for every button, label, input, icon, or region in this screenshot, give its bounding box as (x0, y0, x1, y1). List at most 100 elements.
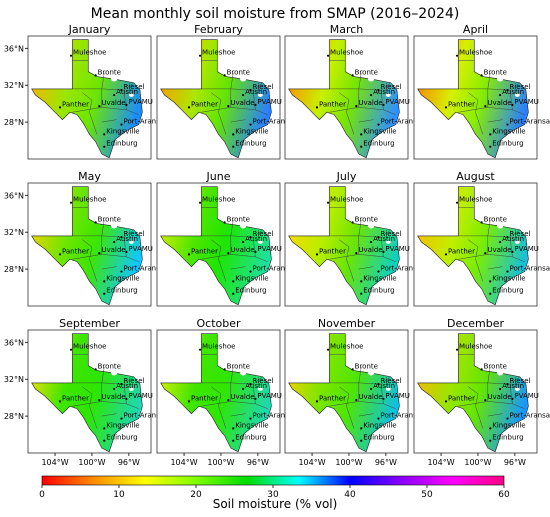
city-marker (120, 270, 123, 273)
division-boundary (358, 119, 374, 123)
city-label: Austin (502, 382, 524, 390)
city-label: Port-Aransas (252, 118, 297, 126)
city-marker (355, 252, 358, 255)
lat-tick-label: 32°N (4, 81, 24, 90)
lake-marker (385, 387, 391, 391)
city-marker (98, 252, 101, 255)
texas-map (417, 333, 529, 453)
panel-title: April (463, 23, 488, 36)
city-label: Edinburg (363, 287, 394, 295)
city-label: Uvalde (358, 393, 382, 401)
city-marker (227, 105, 230, 108)
city-label: PVAMU (128, 392, 153, 400)
city-marker (315, 253, 319, 256)
city-marker (377, 123, 380, 126)
panel-title: October (196, 317, 240, 330)
division-boundary (467, 239, 479, 260)
division-boundary (89, 259, 98, 282)
city-label: Edinburg (492, 140, 523, 148)
city-label: Uvalde (230, 246, 254, 254)
division-boundary (230, 254, 256, 258)
lake-marker (111, 76, 118, 82)
division-boundary (338, 92, 350, 113)
city-label: Panther (191, 100, 218, 108)
city-marker (489, 439, 492, 442)
city-marker (489, 427, 492, 430)
city-label: Panther (448, 100, 475, 108)
city-label: PVAMU (385, 245, 410, 253)
division-boundary (210, 386, 222, 407)
city-marker (113, 93, 116, 97)
panel-title: June (206, 170, 231, 183)
lake-marker (385, 93, 391, 97)
city-label: Uvalde (487, 99, 511, 107)
city-marker (187, 253, 191, 256)
city-marker (187, 400, 191, 403)
city-marker (484, 252, 487, 255)
city-label: PVAMU (257, 392, 282, 400)
division-boundary (487, 107, 513, 111)
city-label: Riesel (123, 83, 144, 91)
division-boundary (72, 401, 102, 407)
city-label: Uvalde (230, 99, 254, 107)
city-label: Kingsville (492, 421, 525, 429)
texas-map (31, 333, 143, 453)
city-label: Austin (502, 88, 524, 96)
city-marker (360, 292, 363, 295)
city-label: Port-Aransas (509, 412, 550, 420)
city-marker (94, 74, 97, 77)
colorbar-bar (41, 475, 505, 486)
city-label: Muleshoe (330, 49, 363, 57)
city-label: Panther (319, 394, 346, 402)
city-marker (377, 236, 380, 239)
city-label: Kingsville (106, 274, 139, 282)
city-marker (69, 201, 73, 204)
city-label: Austin (116, 235, 138, 243)
colorbar-tick-label: 10 (113, 490, 125, 500)
lon-tick-label: 100°W (78, 458, 105, 467)
texas-map (288, 186, 400, 306)
city-marker (315, 106, 319, 109)
division-boundary (487, 254, 513, 258)
colorbar-tick-label: 40 (344, 490, 356, 500)
panel-title: September (59, 317, 120, 330)
lat-tick-label: 28°N (4, 265, 24, 274)
city-label: Muleshoe (202, 49, 235, 57)
city-marker (351, 368, 354, 371)
city-marker (227, 399, 230, 402)
panel-title: August (456, 170, 495, 183)
division-boundary (487, 119, 503, 123)
lon-tick-label: 104°W (41, 458, 68, 467)
division-boundary (101, 254, 127, 258)
city-marker (506, 236, 509, 239)
lake-marker (257, 240, 263, 244)
city-marker (125, 397, 128, 400)
city-label: Uvalde (101, 246, 125, 254)
colorbar: 0 10 20 30 40 50 60 (39, 475, 510, 500)
texas-map (417, 186, 529, 306)
lat-tick-label: 32°N (4, 228, 24, 237)
division-boundary (218, 406, 227, 429)
city-label: Bronte (98, 362, 121, 370)
city-label: Panther (62, 100, 89, 108)
city-marker (444, 106, 448, 109)
city-label: Bronte (355, 215, 378, 223)
city-marker (232, 133, 235, 136)
city-label: Edinburg (492, 287, 523, 295)
city-label: Port-Aransas (252, 265, 297, 273)
texas-map (31, 186, 143, 306)
texas-map (160, 39, 272, 159)
city-label: Bronte (227, 362, 250, 370)
division-boundary (101, 376, 134, 385)
city-label: Panther (319, 100, 346, 108)
division-boundary (230, 119, 246, 123)
city-marker (360, 439, 363, 442)
colorbar-tick-label: 20 (190, 490, 202, 500)
city-marker (506, 417, 509, 420)
division-boundary (329, 107, 359, 113)
city-marker (370, 240, 373, 244)
